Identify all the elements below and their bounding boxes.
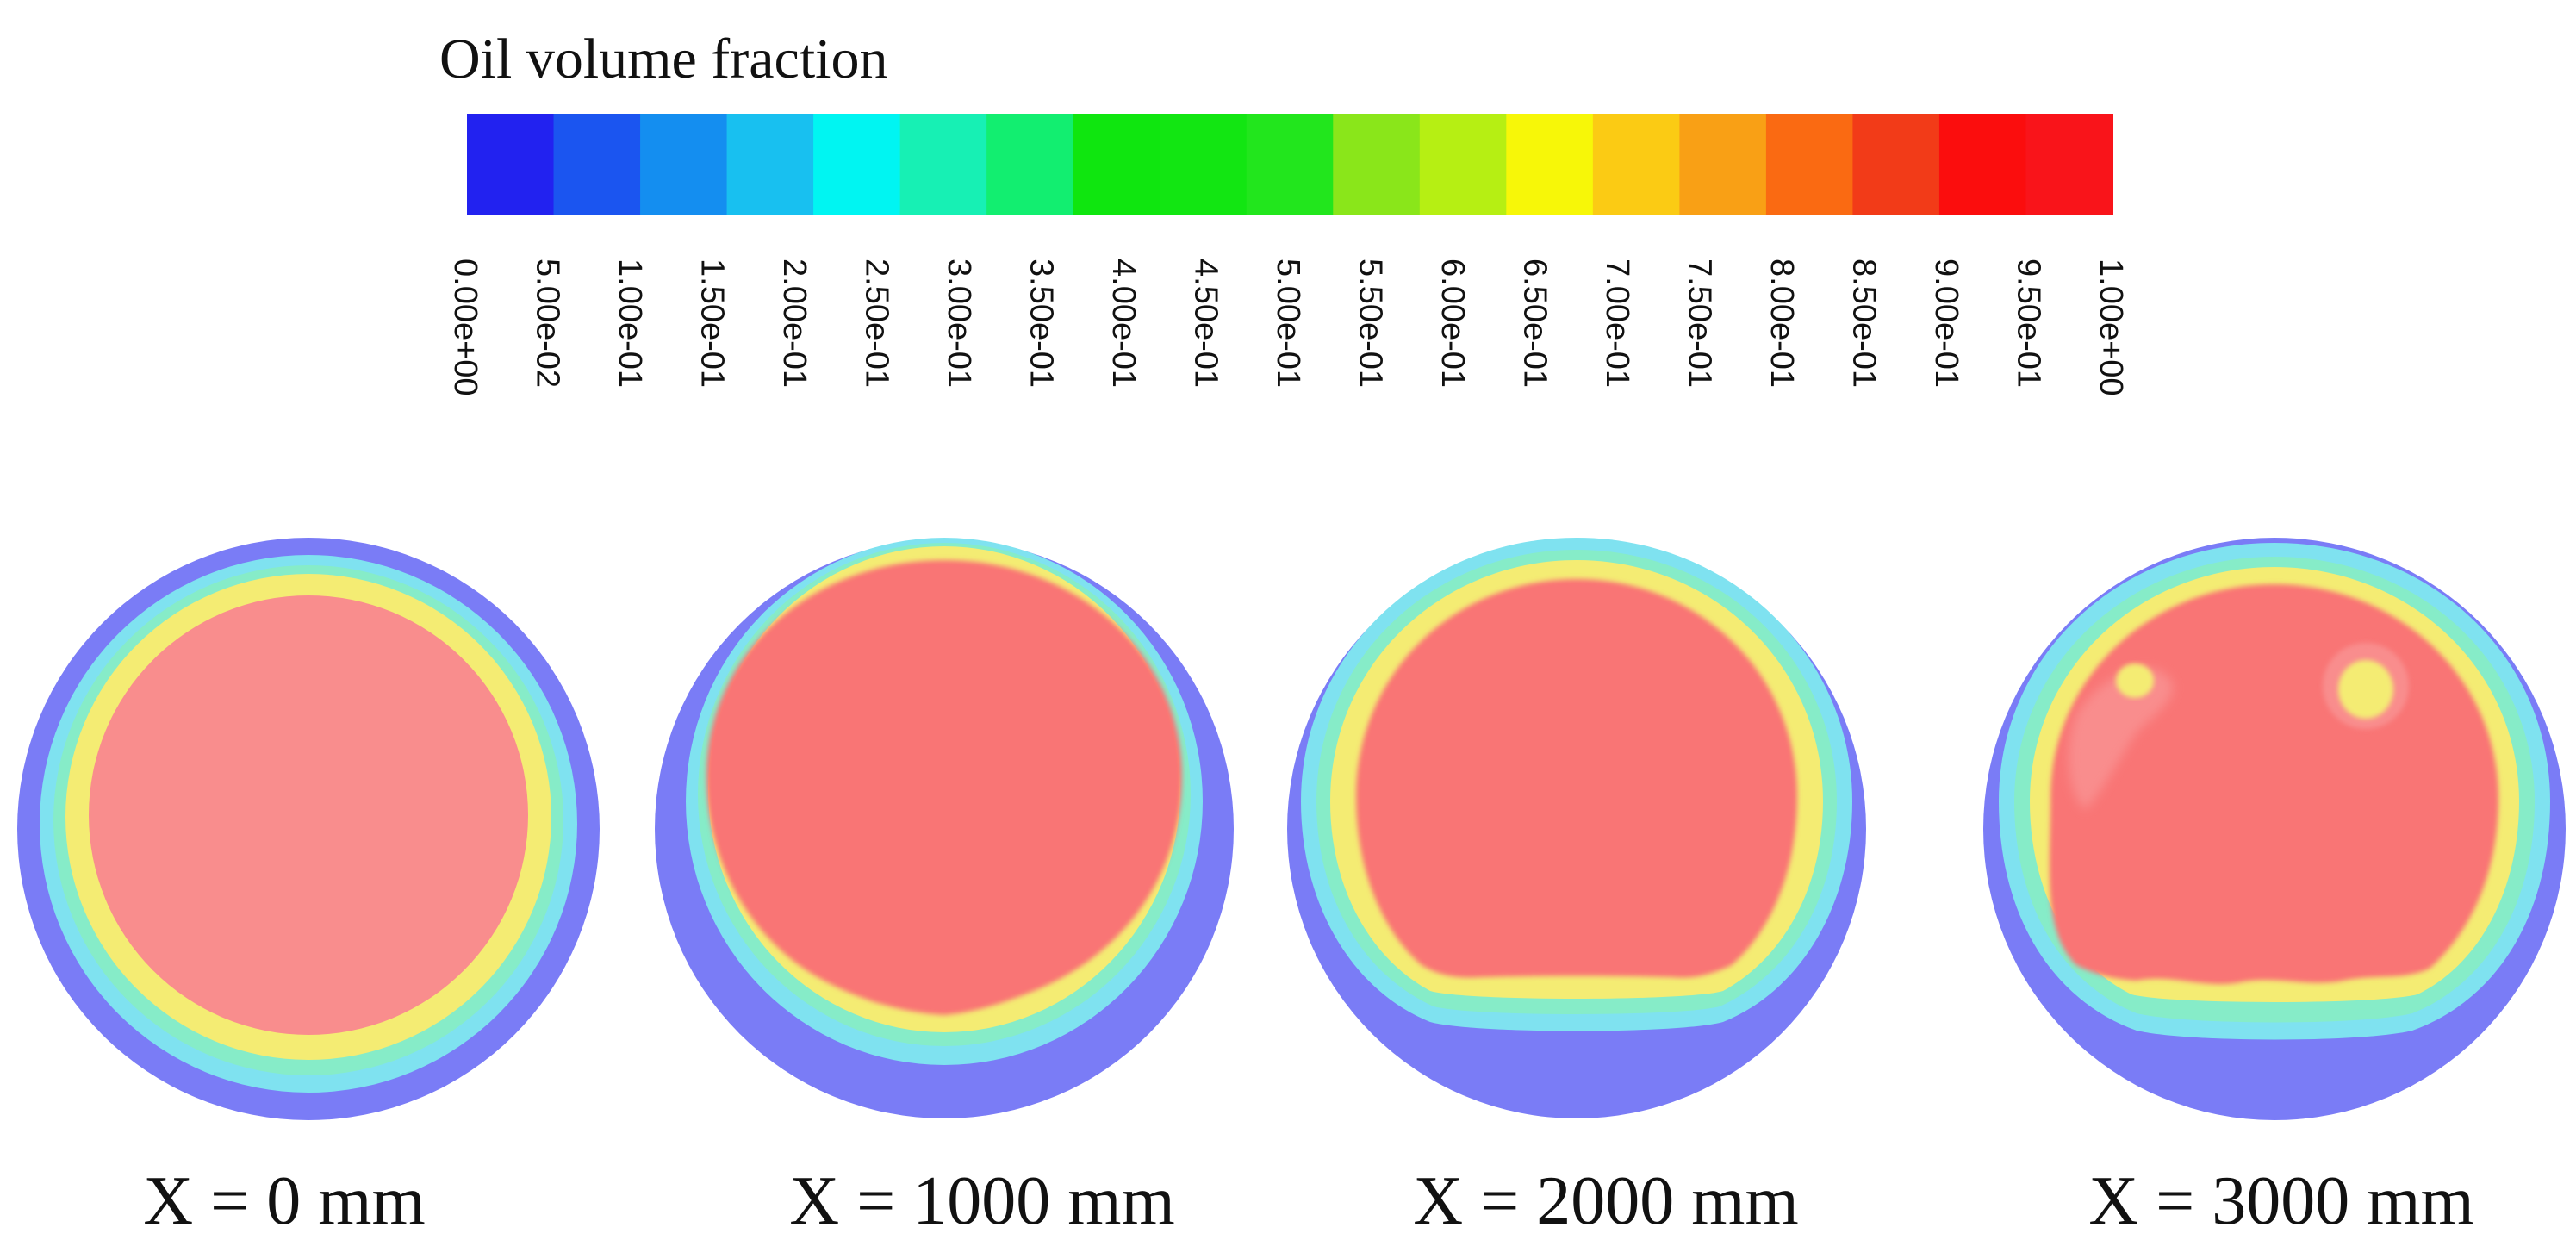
section-label: X = 2000 mm xyxy=(1413,1163,1798,1239)
colorbar-tick-label: 1.00e-01 xyxy=(612,259,648,388)
colorbar-segment xyxy=(1073,114,1161,215)
colorbar-segment xyxy=(1765,114,1854,215)
colorbar-segment xyxy=(1679,114,1767,215)
cross-section-x3000: X = 3000 mm xyxy=(1983,538,2566,1239)
cross-section-x1000: X = 1000 mm xyxy=(655,538,1234,1239)
colorbar-segment xyxy=(899,114,988,215)
colorbar-tick-label: 1.50e-01 xyxy=(694,259,731,388)
colorbar-tick-label: 6.50e-01 xyxy=(1517,259,1553,388)
colorbar-tick-label: 2.50e-01 xyxy=(859,259,895,388)
colorbar-segment xyxy=(813,114,901,215)
colorbar-segment xyxy=(1333,114,1421,215)
colorbar-tick-label: 3.50e-01 xyxy=(1024,259,1060,388)
colorbar-tick-label: 8.00e-01 xyxy=(1764,259,1800,388)
colorbar-tick-label: 9.00e-01 xyxy=(1928,259,1964,388)
colorbar-tick-label: 2.00e-01 xyxy=(776,259,812,388)
cross-section-x0: X = 0 mm xyxy=(17,538,600,1239)
colorbar-tick-label: 8.50e-01 xyxy=(1846,259,1882,388)
colorbar-segment xyxy=(553,114,642,215)
colorbar-tick-label: 6.00e-01 xyxy=(1434,259,1471,388)
colorbar-tick-label: 9.50e-01 xyxy=(2011,259,2047,388)
colorbar-segment xyxy=(986,114,1074,215)
colorbar-tick-label: 0.00e+00 xyxy=(447,259,483,396)
colorbar-segment xyxy=(1938,114,2027,215)
colorbar-segment xyxy=(1506,114,1594,215)
section-label: X = 0 mm xyxy=(143,1163,425,1239)
colorbar-tick-label: 4.00e-01 xyxy=(1105,259,1142,388)
colorbar-tick-label: 5.00e-01 xyxy=(1270,259,1306,388)
colorbar-tick-label: 4.50e-01 xyxy=(1188,259,1224,388)
colorbar-tick-label: 5.50e-01 xyxy=(1353,259,1389,388)
section-label: X = 3000 mm xyxy=(2088,1163,2473,1239)
cross-section-x2000: X = 2000 mm xyxy=(1287,538,1866,1239)
colorbar-tick-label: 5.00e-02 xyxy=(530,259,566,388)
colorbar-segment xyxy=(1592,114,1681,215)
colorbar-title: Oil volume fraction xyxy=(439,28,888,90)
colorbar-tick-label: 7.50e-01 xyxy=(1682,259,1718,388)
colorbar-segment xyxy=(2025,114,2113,215)
colorbar-segment xyxy=(726,114,815,215)
colorbar-segment xyxy=(1852,114,1940,215)
colorbar-segment xyxy=(1419,114,1508,215)
colorbar-legend: Oil volume fraction 0.00e+00 5.00e-02 1.00… xyxy=(439,28,2129,396)
colorbar-segment xyxy=(640,114,728,215)
colorbar-tick-label: 3.00e-01 xyxy=(941,259,977,388)
colorbar-tick-label: 7.00e-01 xyxy=(1599,259,1635,388)
colorbar-segment xyxy=(1246,114,1335,215)
section-label: X = 1000 mm xyxy=(789,1163,1174,1239)
colorbar-scale xyxy=(467,114,2113,215)
colorbar-segment xyxy=(467,114,555,215)
colorbar-tick-label: 1.00e+00 xyxy=(2093,259,2129,396)
colorbar-tick-labels: 0.00e+00 5.00e-02 1.00e-01 1.50e-01 2.00e-01… xyxy=(447,259,2129,396)
colorbar-segment xyxy=(1160,114,1248,215)
